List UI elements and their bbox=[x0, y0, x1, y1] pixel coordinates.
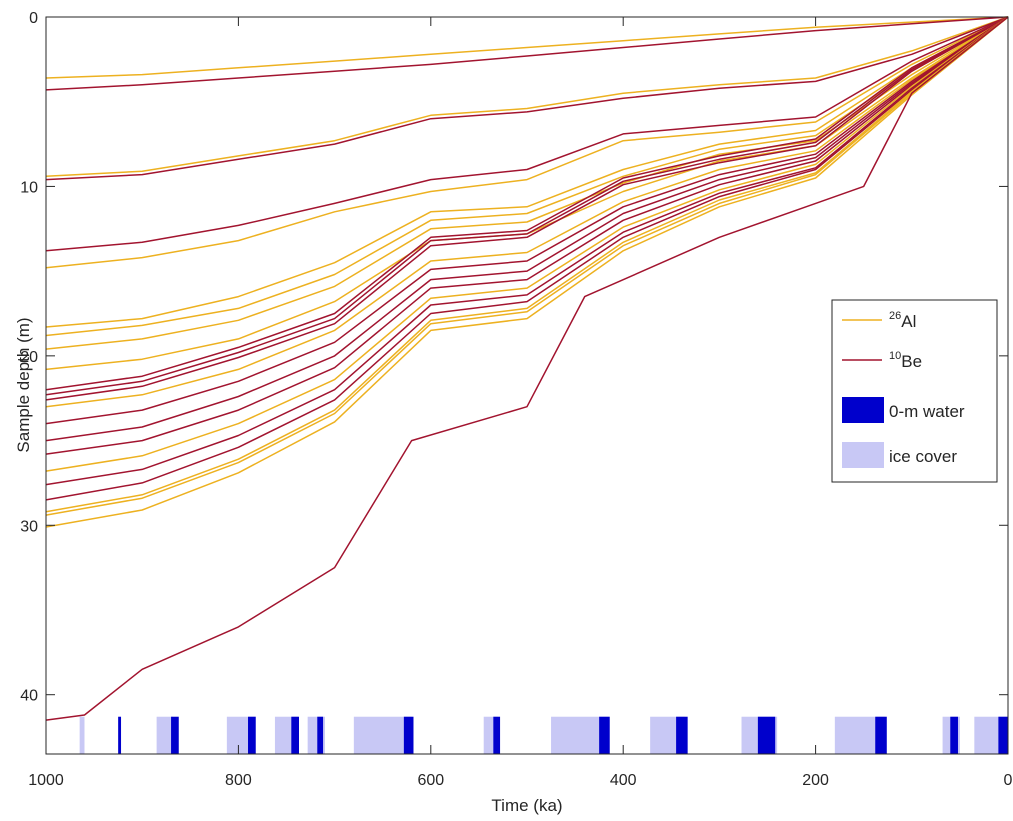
series-line-al26 bbox=[45, 16, 1009, 472]
series-line-be10 bbox=[45, 16, 1009, 721]
series-line-al26 bbox=[45, 16, 1009, 337]
series-line-be10 bbox=[45, 16, 1009, 252]
series-line-be10 bbox=[45, 16, 1009, 391]
y-tick-label: 20 bbox=[20, 349, 38, 366]
x-axis-ticks: 1000 800 600 400 200 0 bbox=[28, 17, 1013, 789]
y-tick-label: 0 bbox=[29, 10, 38, 27]
series-line-be10 bbox=[45, 16, 1009, 396]
water-bar bbox=[493, 716, 501, 754]
x-tick-label: 200 bbox=[802, 772, 829, 789]
water-bar bbox=[676, 716, 688, 754]
legend-label-al26: 26Al bbox=[889, 310, 916, 331]
series-line-be10 bbox=[45, 16, 1009, 425]
series-lines bbox=[45, 16, 1009, 721]
series-line-al26 bbox=[45, 16, 1009, 328]
water-bar bbox=[998, 716, 1008, 754]
y-tick-label: 30 bbox=[20, 518, 38, 535]
series-line-al26 bbox=[45, 16, 1009, 79]
legend-swatch-ice bbox=[842, 442, 884, 468]
series-line-al26 bbox=[45, 16, 1009, 269]
legend-label-water: 0-m water bbox=[889, 402, 965, 421]
x-tick-label: 1000 bbox=[28, 772, 64, 789]
legend-label-be10: 10Be bbox=[889, 350, 922, 371]
water-bar bbox=[403, 716, 414, 754]
y-axis-label: Sample depth (m) bbox=[14, 317, 33, 452]
water-bar bbox=[317, 716, 324, 754]
water-bar bbox=[248, 716, 256, 754]
series-line-al26 bbox=[45, 16, 1009, 528]
y-tick-label: 40 bbox=[20, 688, 38, 705]
series-line-al26 bbox=[45, 16, 1009, 513]
legend-swatch-water bbox=[842, 397, 884, 423]
series-line-be10 bbox=[45, 16, 1009, 501]
water-bar bbox=[171, 716, 179, 754]
x-tick-label: 800 bbox=[225, 772, 252, 789]
plot-axes-box bbox=[45, 16, 1009, 755]
water-bar bbox=[599, 716, 610, 754]
series-line-be10 bbox=[45, 16, 1009, 401]
y-axis-ticks: 0 10 20 30 40 bbox=[20, 10, 1008, 705]
ice-cover-bar bbox=[79, 716, 85, 754]
x-axis-label: Time (ka) bbox=[491, 796, 562, 815]
series-line-al26 bbox=[45, 16, 1009, 178]
water-bar bbox=[875, 716, 887, 754]
legend-label-ice: ice cover bbox=[889, 447, 957, 466]
y-tick-label: 10 bbox=[20, 179, 38, 196]
series-line-al26 bbox=[45, 16, 1009, 516]
series-line-be10 bbox=[45, 16, 1009, 455]
series-line-be10 bbox=[45, 16, 1009, 486]
x-tick-label: 0 bbox=[1004, 772, 1013, 789]
water-bar bbox=[950, 716, 958, 754]
series-line-be10 bbox=[45, 16, 1009, 442]
legend: 26Al 10Be 0-m water ice cover bbox=[831, 299, 998, 483]
ice-cover-bar bbox=[353, 716, 412, 754]
water-bars bbox=[118, 716, 1008, 754]
water-bar bbox=[757, 716, 776, 754]
series-line-al26 bbox=[45, 16, 1009, 408]
water-bar bbox=[118, 716, 122, 754]
series-line-be10 bbox=[45, 16, 1009, 91]
series-line-be10 bbox=[45, 16, 1009, 181]
x-tick-label: 400 bbox=[610, 772, 637, 789]
ice-cover-bar bbox=[156, 716, 173, 754]
x-tick-label: 600 bbox=[417, 772, 444, 789]
water-bar bbox=[291, 716, 300, 754]
